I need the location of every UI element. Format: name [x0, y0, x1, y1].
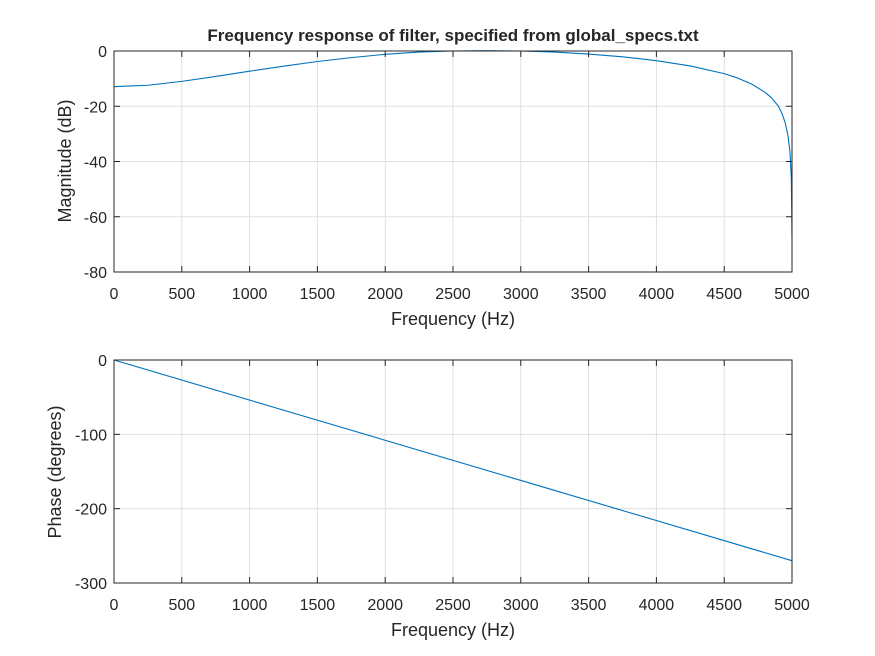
- magnitude-x-tick-label: 0: [110, 286, 119, 303]
- phase-y-tick-label: -100: [75, 427, 107, 444]
- magnitude-ticks: 0 500 1000 1500 2000 2500 3000 3500 4000 4500 5000…: [84, 44, 810, 303]
- magnitude-y-tick-label: 0: [98, 44, 107, 61]
- phase-x-tick-label: 1000: [232, 597, 268, 614]
- magnitude-x-axis-label: Frequency (Hz): [391, 309, 515, 329]
- phase-series-line: [113, 359, 793, 562]
- chart-title: Frequency response of filter, specified …: [207, 26, 699, 45]
- magnitude-y-tick-label: -80: [84, 265, 107, 282]
- magnitude-x-tick-label: 3500: [571, 286, 607, 303]
- phase-y-axis-label: Phase (degrees): [45, 405, 65, 538]
- phase-x-tick-label: 2000: [367, 597, 403, 614]
- phase-x-tick-label: 3000: [503, 597, 539, 614]
- magnitude-x-tick-label: 2000: [367, 286, 403, 303]
- phase-x-tick-label: 2500: [435, 597, 471, 614]
- magnitude-y-tick-label: -40: [84, 155, 107, 172]
- magnitude-x-tick-label: 3000: [503, 286, 539, 303]
- phase-series: [113, 359, 793, 562]
- phase-x-tick-label: 4500: [706, 597, 742, 614]
- magnitude-x-tick-label: 4500: [706, 286, 742, 303]
- magnitude-series: [113, 50, 793, 239]
- phase-y-tick-label: -300: [75, 576, 107, 593]
- phase-x-tick-label: 0: [110, 597, 119, 614]
- phase-x-tick-label: 3500: [571, 597, 607, 614]
- phase-x-tick-label: 4000: [639, 597, 675, 614]
- magnitude-x-tick-label: 1000: [232, 286, 268, 303]
- magnitude-axes: 0 500 1000 1500 2000 2500 3000 3500 4000 4500 5000…: [55, 26, 810, 329]
- magnitude-y-tick-label: -60: [84, 210, 107, 227]
- magnitude-x-tick-label: 500: [168, 286, 195, 303]
- phase-ticks: 0 500 1000 1500 2000 2500 3000 3500 4000 4500 5000…: [75, 353, 810, 614]
- magnitude-x-tick-label: 1500: [300, 286, 336, 303]
- magnitude-y-axis-label: Magnitude (dB): [55, 99, 75, 222]
- phase-y-tick-label: -200: [75, 502, 107, 519]
- magnitude-y-tick-label: -20: [84, 99, 107, 116]
- magnitude-x-tick-label: 5000: [774, 286, 810, 303]
- phase-x-tick-label: 500: [168, 597, 195, 614]
- phase-y-tick-label: 0: [98, 353, 107, 370]
- magnitude-x-tick-label: 2500: [435, 286, 471, 303]
- phase-x-axis-label: Frequency (Hz): [391, 620, 515, 640]
- phase-axes: 0 500 1000 1500 2000 2500 3000 3500 4000 4500 5000…: [45, 353, 810, 640]
- phase-x-tick-label: 5000: [774, 597, 810, 614]
- magnitude-x-tick-label: 4000: [639, 286, 675, 303]
- magnitude-series-line: [113, 50, 793, 239]
- phase-x-tick-label: 1500: [300, 597, 336, 614]
